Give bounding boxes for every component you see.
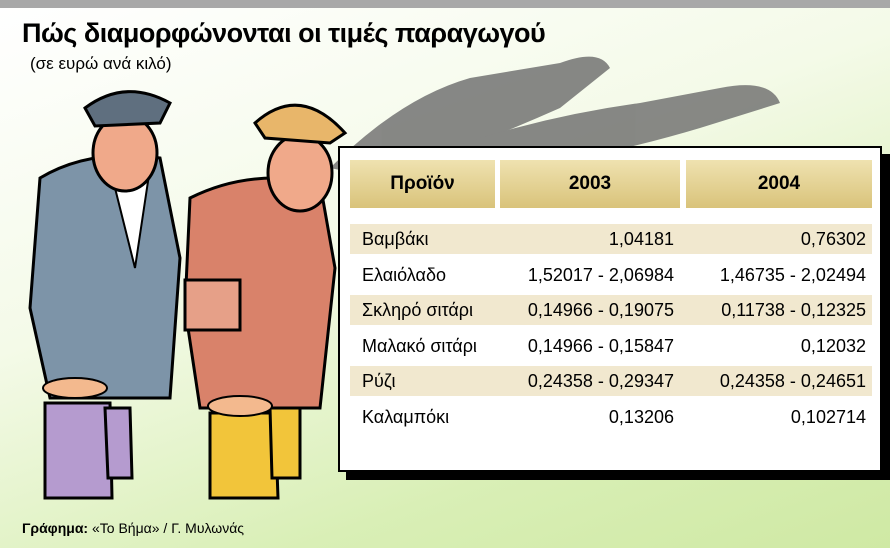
row-band	[350, 295, 872, 325]
price-table: Προϊόν 2003 2004 Βαμβάκι 1,04181 0,76302 Ελαιό…	[338, 146, 882, 472]
price-cell: 1,04181	[608, 229, 674, 249]
row-band	[350, 224, 872, 254]
product-cell: Ελαιόλαδο	[362, 264, 446, 285]
credit: Γράφημα: «Το Βήμα» / Γ. Μυλωνάς	[22, 520, 244, 536]
price-cell: 0,11738 - 0,12325	[721, 300, 866, 320]
title: Πώς διαμορφώνονται οι τιμές παραγωγού	[22, 18, 546, 48]
price-cell: 0,14966 - 0,15847	[527, 335, 674, 356]
subtitle: (σε ευρώ ανά κιλό)	[30, 54, 172, 73]
product-cell: Ρύζι	[362, 371, 396, 391]
product-cell: Μαλακό σιτάρι	[362, 335, 477, 356]
product-cell: Καλαμπόκι	[362, 406, 450, 427]
illustration	[28, 56, 780, 500]
price-cell: 0,24358 - 0,29347	[527, 371, 674, 391]
product-cell: Βαμβάκι	[362, 229, 429, 249]
price-cell: 0,14966 - 0,19075	[527, 300, 674, 320]
price-cell: 0,12032	[800, 335, 866, 356]
credit-label: Γράφημα:	[22, 520, 89, 536]
header-cell: Προϊόν	[350, 160, 495, 208]
price-cell: 0,76302	[800, 229, 866, 249]
header-cell: 2004	[686, 160, 872, 208]
credit-text: «Το Βήμα» / Γ. Μυλωνάς	[91, 520, 245, 536]
header-cell: 2003	[500, 160, 680, 208]
product-cell: Σκληρό σιτάρι	[362, 300, 473, 320]
price-cell: 0,24358 - 0,24651	[719, 371, 866, 391]
row-band	[350, 366, 872, 396]
price-cell: 0,13206	[608, 406, 674, 427]
price-cell: 1,46735 - 2,02494	[719, 264, 866, 285]
price-cell: 1,52017 - 2,06984	[527, 264, 674, 285]
price-cell: 0,102714	[790, 406, 866, 427]
